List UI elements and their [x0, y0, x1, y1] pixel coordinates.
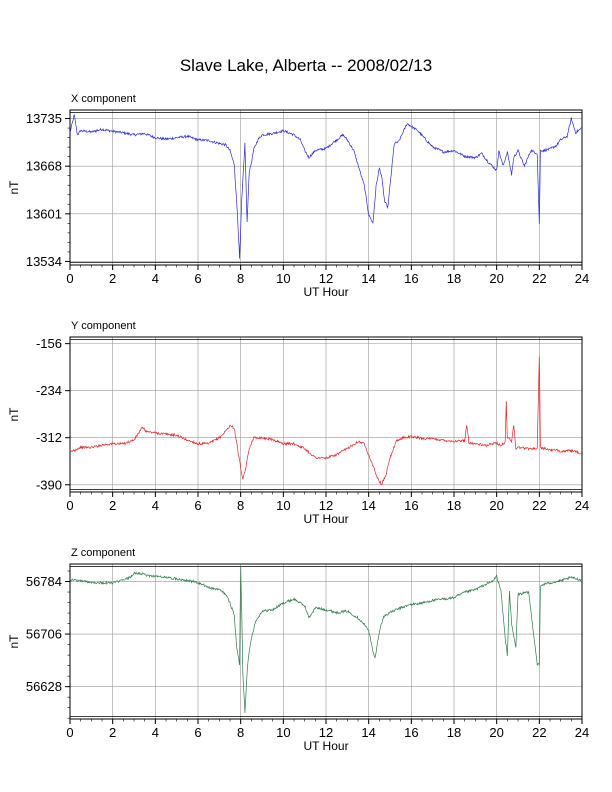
x-tick-label: 24	[575, 498, 589, 513]
x-tick-label: 4	[152, 498, 159, 513]
y-tick-label: 13668	[26, 159, 62, 174]
x-tick-label: 16	[404, 271, 418, 286]
y-tick-label: 56706	[26, 627, 62, 642]
x-tick-label: 22	[532, 498, 546, 513]
y-axis-label: nT	[7, 634, 21, 649]
x-tick-label: 6	[194, 271, 201, 286]
plot-frame	[69, 109, 583, 266]
x-tick-label: 10	[276, 725, 290, 740]
x-tick-label: 18	[447, 725, 461, 740]
x-tick-label: 24	[575, 725, 589, 740]
x-tick-label: 22	[532, 725, 546, 740]
x-tick-label: 18	[447, 498, 461, 513]
x-tick-label: 6	[194, 498, 201, 513]
x-tick-label: 16	[404, 498, 418, 513]
data-line	[69, 356, 583, 486]
panel-title: X component	[71, 93, 136, 105]
x-tick-label: 16	[404, 725, 418, 740]
x-tick-label: 24	[575, 271, 589, 286]
x-tick-label: 4	[152, 725, 159, 740]
x-tick-label: 0	[66, 498, 73, 513]
data-line	[69, 566, 583, 713]
x-tick-label: 4	[152, 271, 159, 286]
y-tick-label: 13601	[26, 206, 62, 221]
x-tick-label: 10	[276, 271, 290, 286]
x-tick-label: 8	[237, 498, 244, 513]
y-tick-label: 13534	[26, 254, 62, 269]
y-tick-label: -156	[36, 336, 62, 351]
x-tick-label: 14	[361, 271, 375, 286]
y-axis-label: nT	[7, 180, 21, 195]
y-tick-label: 13735	[26, 111, 62, 126]
x-tick-label: 8	[237, 725, 244, 740]
y-tick-label: -234	[36, 383, 62, 398]
x-tick-label: 20	[489, 498, 503, 513]
x-tick-label: 18	[447, 271, 461, 286]
plot-frame	[69, 563, 583, 720]
x-tick-label: 2	[109, 498, 116, 513]
x-axis-label: UT Hour	[303, 285, 348, 299]
y-tick-label: 56628	[26, 679, 62, 694]
x-tick-label: 0	[66, 725, 73, 740]
x-tick-label: 12	[319, 498, 333, 513]
x-tick-label: 8	[237, 271, 244, 286]
panel-title: Z component	[71, 547, 135, 559]
x-tick-label: 12	[319, 271, 333, 286]
y-tick-label: -390	[36, 477, 62, 492]
data-line	[69, 114, 582, 259]
x-axis-label: UT Hour	[303, 512, 348, 526]
x-tick-label: 6	[194, 725, 201, 740]
x-tick-label: 12	[319, 725, 333, 740]
x-tick-label: 14	[361, 725, 375, 740]
x-tick-label: 10	[276, 498, 290, 513]
page-title: Slave Lake, Alberta -- 2008/02/13	[179, 56, 433, 75]
x-tick-label: 22	[532, 271, 546, 286]
y-tick-label: 56784	[26, 574, 62, 589]
x-tick-label: 20	[489, 725, 503, 740]
x-tick-label: 0	[66, 271, 73, 286]
y-tick-label: -312	[36, 430, 62, 445]
x-tick-label: 14	[361, 498, 375, 513]
panel-title: Y component	[71, 320, 136, 332]
y-axis-label: nT	[7, 407, 21, 422]
x-tick-label: 2	[109, 271, 116, 286]
x-tick-label: 2	[109, 725, 116, 740]
x-axis-label: UT Hour	[303, 739, 348, 753]
plot-frame	[69, 336, 583, 493]
x-tick-label: 20	[489, 271, 503, 286]
